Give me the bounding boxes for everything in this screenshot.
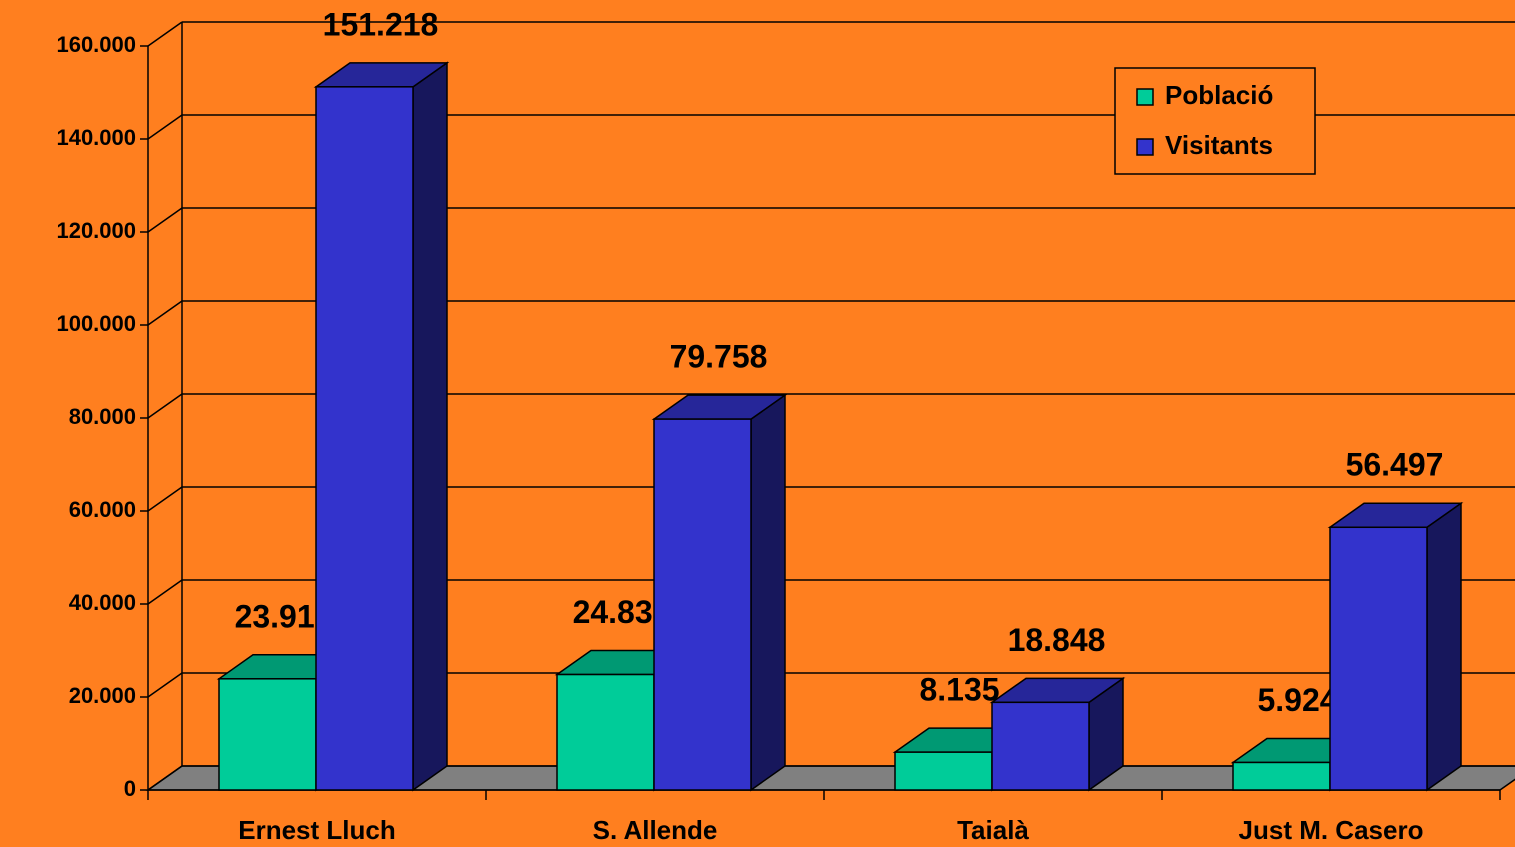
legend-label: Població (1165, 80, 1273, 110)
grid-line-side (147, 765, 183, 791)
y-tick-label: 160.000 (56, 32, 136, 57)
data-label: 56.497 (1346, 447, 1444, 483)
bar (991, 701, 1090, 791)
legend-swatch (1136, 138, 1154, 156)
legend-swatch (1136, 88, 1154, 106)
y-tick-label: 0 (124, 776, 136, 801)
grid-line-side (147, 114, 183, 140)
data-label: 8.135 (919, 672, 999, 708)
grid-line-side (147, 579, 183, 605)
bar (1232, 761, 1331, 791)
legend-box (1114, 67, 1316, 175)
x-tick-label: Ernest Lluch (238, 815, 395, 845)
bar (315, 86, 414, 791)
y-tick-label: 120.000 (56, 218, 136, 243)
y-tick-label: 140.000 (56, 125, 136, 150)
grid-line-side (147, 21, 183, 47)
data-label: 79.758 (670, 339, 768, 375)
x-tick-label: Just M. Casero (1239, 815, 1424, 845)
y-tick-label: 40.000 (69, 590, 136, 615)
data-label: 151.218 (323, 6, 439, 42)
bar (556, 673, 655, 791)
bar (894, 751, 993, 791)
bar (1329, 526, 1428, 791)
grid-line-side (147, 207, 183, 233)
bar-side (1426, 501, 1462, 792)
grid-line-side (147, 393, 183, 419)
y-tick-label: 60.000 (69, 497, 136, 522)
grid-line-side (147, 672, 183, 698)
bar-side (750, 393, 786, 792)
x-tick-label: S. Allende (593, 815, 718, 845)
grid-line-side (147, 300, 183, 326)
y-tick-label: 100.000 (56, 311, 136, 336)
data-label: 5.924 (1257, 682, 1337, 718)
y-tick-label: 80.000 (69, 404, 136, 429)
x-tick-label: Taialà (957, 815, 1029, 845)
y-tick-label: 20.000 (69, 683, 136, 708)
grid-line-side (147, 486, 183, 512)
data-label: 18.848 (1008, 622, 1106, 658)
bar (218, 678, 317, 791)
bar (653, 418, 752, 791)
legend-label: Visitants (1165, 130, 1273, 160)
bar-side (412, 61, 448, 792)
